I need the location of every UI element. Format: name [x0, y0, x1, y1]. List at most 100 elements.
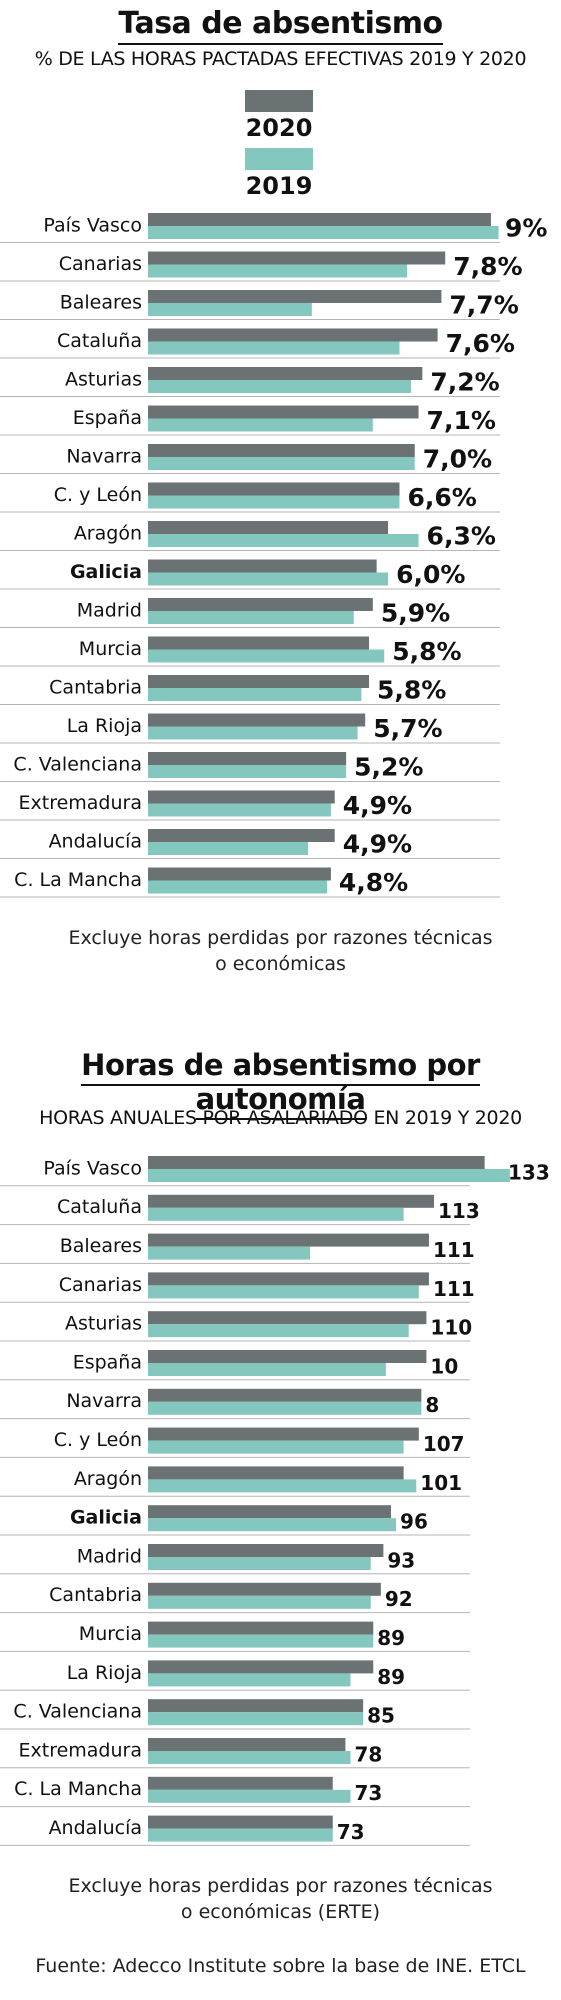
bar-2019 — [148, 380, 411, 393]
bar-2019 — [148, 1828, 333, 1842]
value-label: 9% — [505, 213, 547, 242]
bar-2020 — [148, 636, 370, 650]
category-label: País Vasco — [43, 1157, 142, 1179]
bar-2020 — [148, 1156, 485, 1169]
chart2-subtitle: HORAS ANUALES POR ASALARIADO EN 2019 Y 2… — [39, 1107, 522, 1129]
category-label: Cantabria — [49, 676, 142, 698]
bar-2019 — [148, 226, 499, 239]
chart1-note: Excluye horas perdidas por razones técni… — [0, 925, 561, 977]
bar-2020 — [148, 1738, 346, 1751]
category-label: Canarias — [59, 253, 142, 275]
bar-2020 — [148, 1311, 427, 1325]
bar-2020 — [148, 1466, 404, 1480]
category-label: Aragón — [74, 1468, 142, 1490]
category-label: Asturias — [65, 368, 142, 390]
bar-2020 — [148, 559, 377, 573]
category-label: Baleares — [60, 1235, 142, 1257]
bar-2020 — [148, 752, 347, 765]
value-label: 113 — [438, 1199, 480, 1223]
category-label: Canarias — [59, 1274, 142, 1296]
bar-2019 — [148, 1634, 374, 1648]
category-label: C. La Mancha — [14, 869, 142, 891]
bar-2019 — [148, 1751, 351, 1764]
bar-2019 — [148, 1401, 422, 1415]
value-label: 7,2% — [430, 367, 499, 396]
bar-2020 — [148, 1427, 419, 1441]
value-label: 5,9% — [381, 598, 450, 627]
category-label: Madrid — [77, 599, 142, 621]
value-label: 5,2% — [354, 752, 423, 781]
category-label: La Rioja — [67, 1662, 142, 1684]
bar-2019 — [148, 303, 312, 316]
bar-2020 — [148, 1776, 333, 1790]
category-label: C. Valenciana — [13, 753, 142, 775]
bar-2020 — [148, 598, 373, 611]
category-label: La Rioja — [67, 715, 142, 737]
value-label: 73 — [337, 1820, 365, 1844]
bar-2019 — [148, 572, 389, 586]
chart1-subtitle: % DE LAS HORAS PACTADAS EFECTIVAS 2019 Y… — [34, 48, 527, 70]
bar-2019 — [148, 1557, 371, 1570]
value-label: 107 — [423, 1432, 465, 1456]
bar-2019 — [148, 803, 331, 817]
category-label: Extremadura — [19, 1739, 143, 1761]
bar-2019 — [148, 1712, 364, 1726]
bar-2020 — [148, 444, 415, 457]
bar-2019 — [148, 495, 400, 509]
value-label: 7,0% — [423, 444, 492, 473]
bar-2020 — [148, 1621, 374, 1635]
value-label: 93 — [387, 1548, 415, 1572]
chart2-plot: País Vasco 133 Cataluña 113 Baleares 111 Canar… — [0, 1156, 550, 1846]
chart1-plot: País Vasco 9% Canarias 7,8% Baleares 7,7% Cata… — [0, 213, 547, 898]
category-label: Murcia — [79, 638, 142, 660]
category-label: C. La Mancha — [14, 1778, 142, 1800]
value-label: 10 — [430, 1354, 458, 1378]
bar-2019 — [148, 649, 385, 663]
bar-2020 — [148, 213, 491, 226]
value-label: 89 — [377, 1665, 405, 1689]
bar-2019 — [148, 1518, 397, 1532]
bar-2020 — [148, 290, 442, 303]
bar-2019 — [148, 1246, 310, 1260]
bar-2020 — [148, 1582, 381, 1596]
category-label: Cataluña — [57, 1196, 142, 1218]
value-label: 111 — [433, 1277, 475, 1301]
bar-2020 — [148, 1505, 391, 1519]
value-label: 7,7% — [449, 290, 518, 319]
bar-2020 — [148, 482, 400, 496]
source-note: Fuente: Adecco Institute sobre la base d… — [35, 1955, 526, 1977]
value-label: 6,3% — [427, 521, 496, 550]
value-label: 6,0% — [396, 560, 465, 589]
bar-2020 — [148, 1660, 374, 1674]
category-label: Cantabria — [49, 1584, 142, 1606]
value-label: 133 — [508, 1160, 550, 1184]
value-label: 89 — [377, 1626, 405, 1650]
value-label: 85 — [367, 1704, 395, 1728]
bar-2020 — [148, 1388, 422, 1402]
bar-2019 — [148, 1207, 404, 1221]
bar-2020 — [148, 1272, 429, 1286]
bar-2019 — [148, 765, 347, 778]
bar-2019 — [148, 726, 358, 740]
bar-2019 — [148, 1479, 417, 1493]
bar-2019 — [148, 1285, 419, 1299]
bar-2019 — [148, 688, 362, 701]
value-label: 8 — [425, 1393, 439, 1417]
category-label: País Vasco — [43, 214, 142, 236]
value-label: 4,8% — [339, 868, 408, 897]
value-label: 110 — [430, 1316, 472, 1340]
value-label: 7,1% — [427, 406, 496, 435]
category-label: Baleares — [60, 291, 142, 313]
value-label: 96 — [400, 1510, 428, 1534]
bar-2019 — [148, 1673, 351, 1687]
value-label: 5,8% — [377, 675, 446, 704]
bar-2020 — [148, 1815, 333, 1829]
bar-2020 — [148, 405, 419, 419]
chart2-title: Horas de absentismo por autonomía — [0, 1048, 561, 1120]
category-label: Andalucía — [49, 830, 142, 852]
value-label: 92 — [385, 1587, 413, 1611]
bar-2020 — [148, 790, 335, 804]
bar-2019 — [148, 341, 400, 355]
bar-2019 — [148, 1440, 404, 1454]
category-label: C. Valenciana — [13, 1701, 142, 1723]
